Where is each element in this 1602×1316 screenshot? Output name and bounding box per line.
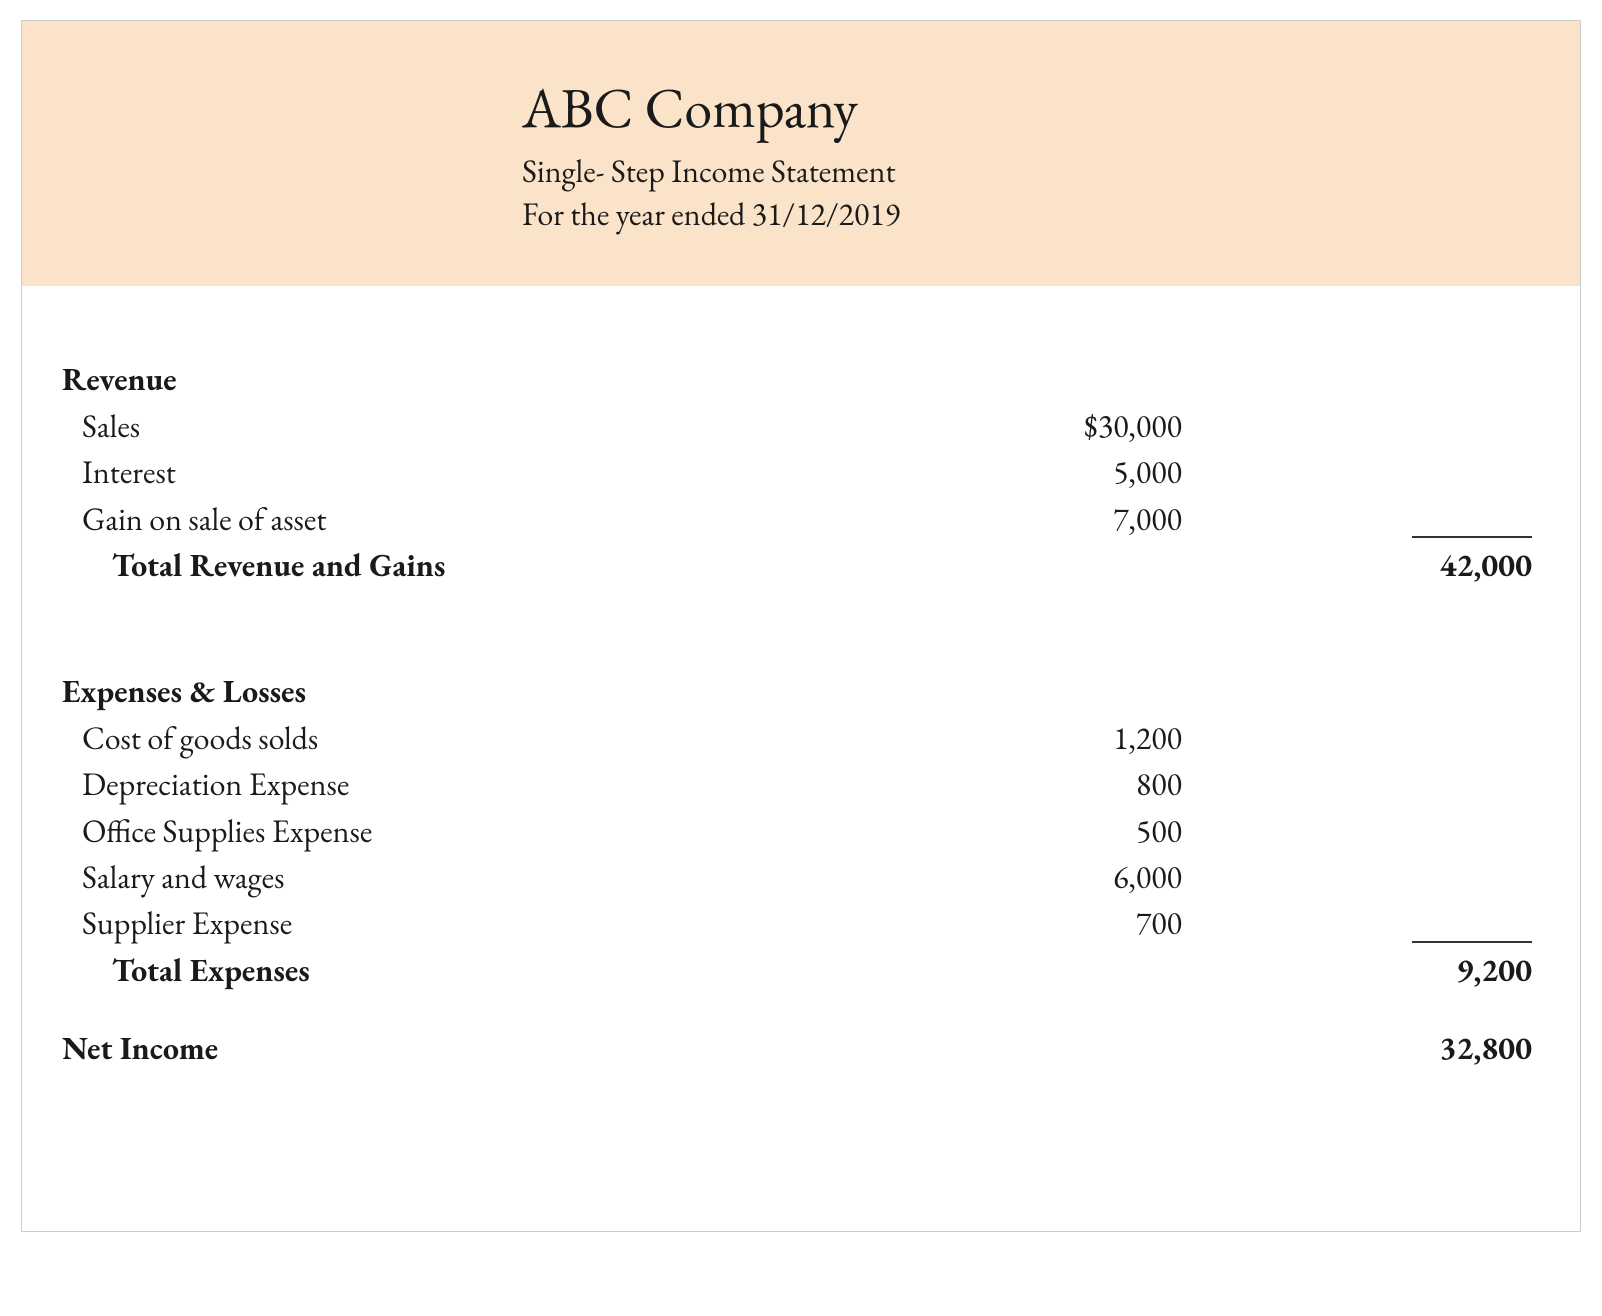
revenue-item-amount: 5,000 [992, 449, 1192, 495]
expenses-total-amount: 9,200 [1342, 947, 1542, 993]
expense-item-row: Supplier Expense 700 [62, 900, 1540, 946]
expense-item-label: Supplier Expense [62, 900, 992, 946]
statement-body: Revenue Sales $30,000 Interest 5,000 Gai… [22, 286, 1580, 1231]
subtotal-rule [1412, 536, 1532, 538]
revenue-item-row: Sales $30,000 [62, 403, 1540, 449]
expense-item-row: Cost of goods solds 1,200 [62, 715, 1540, 761]
expense-item-amount: 6,000 [992, 854, 1192, 900]
revenue-item-amount: 7,000 [992, 496, 1192, 542]
company-name: ABC Company [522, 71, 1560, 144]
statement-period: For the year ended 31/12/2019 [522, 193, 1560, 236]
expenses-total-row: Total Expenses 9,200 [62, 947, 1540, 993]
expense-item-amount: 1,200 [992, 715, 1192, 761]
expense-item-amount: 800 [992, 761, 1192, 807]
net-income-amount: 32,800 [1342, 1025, 1542, 1071]
net-income-label: Net Income [62, 1025, 992, 1071]
expense-item-amount: 500 [992, 808, 1192, 854]
revenue-total-label: Total Revenue and Gains [62, 542, 992, 588]
revenue-section-title: Revenue [62, 356, 992, 402]
statement-type: Single- Step Income Statement [522, 150, 1560, 193]
expense-item-label: Depreciation Expense [62, 761, 992, 807]
revenue-total-amount: 42,000 [1342, 542, 1542, 588]
expense-item-label: Cost of goods solds [62, 715, 992, 761]
revenue-section-header-row: Revenue [62, 356, 1540, 402]
revenue-item-amount: $30,000 [992, 403, 1192, 449]
revenue-item-row: Interest 5,000 [62, 449, 1540, 495]
net-income-row: Net Income 32,800 [62, 1025, 1540, 1071]
expense-item-row: Office Supplies Expense 500 [62, 808, 1540, 854]
revenue-item-label: Interest [62, 449, 992, 495]
section-spacer [62, 588, 1540, 668]
subtotal-rule [1412, 941, 1532, 943]
expense-item-label: Salary and wages [62, 854, 992, 900]
statement-header: ABC Company Single- Step Income Statemen… [22, 21, 1580, 286]
section-spacer [62, 993, 1540, 1025]
income-statement-container: ABC Company Single- Step Income Statemen… [21, 20, 1581, 1232]
revenue-item-label: Sales [62, 403, 992, 449]
expenses-total-label: Total Expenses [62, 947, 992, 993]
expenses-section-header-row: Expenses & Losses [62, 668, 1540, 714]
expense-item-label: Office Supplies Expense [62, 808, 992, 854]
revenue-item-label: Gain on sale of asset [62, 496, 992, 542]
expenses-section-title: Expenses & Losses [62, 668, 992, 714]
expense-item-amount: 700 [992, 900, 1192, 946]
expense-item-row: Salary and wages 6,000 [62, 854, 1540, 900]
revenue-item-row: Gain on sale of asset 7,000 [62, 496, 1540, 542]
expense-item-row: Depreciation Expense 800 [62, 761, 1540, 807]
header-inner: ABC Company Single- Step Income Statemen… [42, 71, 1560, 236]
revenue-total-row: Total Revenue and Gains 42,000 [62, 542, 1540, 588]
